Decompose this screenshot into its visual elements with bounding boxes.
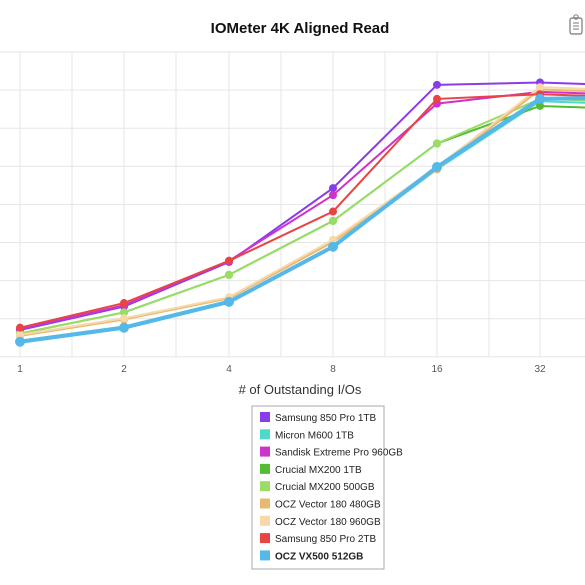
data-point — [329, 191, 337, 200]
legend: Samsung 850 Pro 1TB Micron M600 1TB Sandis… — [251, 405, 403, 570]
x-tick-label: 32 — [534, 364, 546, 375]
legend-swatch — [260, 515, 270, 526]
series-line — [19, 96, 585, 344]
series-line — [19, 97, 585, 335]
data-point — [120, 308, 128, 317]
legend-label: Sandisk Extreme Pro 960GB — [275, 448, 403, 459]
data-point — [328, 241, 338, 252]
legend-swatch — [260, 446, 270, 457]
legend-swatch — [260, 481, 270, 492]
series-3 — [16, 101, 585, 338]
data-point — [433, 80, 441, 89]
x-tick-label: 8 — [330, 364, 336, 375]
x-tick-label: 2 — [121, 364, 127, 375]
data-point — [120, 314, 128, 323]
legend-label: OCZ VX500 512GB — [275, 551, 363, 562]
data-point — [329, 216, 337, 225]
chart-title: IOMeter 4K Aligned Read — [211, 20, 390, 37]
series-line — [19, 100, 585, 342]
series-lines — [15, 78, 585, 347]
legend-label: Crucial MX200 500GB — [275, 482, 375, 493]
legend-swatch — [260, 550, 270, 561]
legend-swatch — [260, 429, 270, 440]
x-tick-label: 16 — [431, 364, 443, 375]
legend-box — [251, 405, 385, 570]
data-point — [225, 270, 233, 279]
data-point — [119, 322, 129, 333]
legend-label: OCZ Vector 180 480GB — [275, 500, 381, 511]
x-axis-label: # of Outstanding I/Os — [239, 382, 362, 397]
data-point — [16, 323, 24, 332]
data-point — [329, 235, 337, 244]
data-point — [329, 184, 337, 193]
x-axis-ticks: 1 2 4 8 16 32 — [17, 364, 546, 375]
legend-label: OCZ Vector 180 960GB — [275, 517, 381, 528]
legend-swatch — [260, 463, 270, 474]
legend-label: Micron M600 1TB — [275, 430, 354, 441]
data-point — [536, 101, 544, 110]
legend-label: Samsung 850 Pro 1TB — [275, 413, 376, 424]
data-point — [225, 256, 233, 265]
series-8 — [15, 93, 585, 347]
data-point — [16, 330, 24, 339]
legend-swatch — [260, 498, 270, 509]
x-tick-label: 1 — [17, 364, 23, 375]
data-point — [433, 139, 441, 148]
data-point — [432, 161, 442, 172]
data-point — [15, 336, 25, 347]
series-6 — [16, 83, 585, 339]
data-point — [535, 93, 545, 104]
export-icon[interactable] — [569, 14, 583, 35]
x-tick-label: 4 — [226, 364, 232, 375]
series-line — [19, 104, 585, 335]
legend-label: Crucial MX200 1TB — [275, 465, 362, 476]
legend-swatch — [260, 412, 270, 422]
legend-swatch — [260, 533, 270, 544]
data-point — [329, 207, 337, 216]
data-point — [120, 299, 128, 308]
data-point — [433, 94, 441, 103]
data-point — [536, 83, 544, 92]
legend-label: Samsung 850 Pro 2TB — [275, 534, 376, 545]
data-point — [224, 296, 234, 307]
